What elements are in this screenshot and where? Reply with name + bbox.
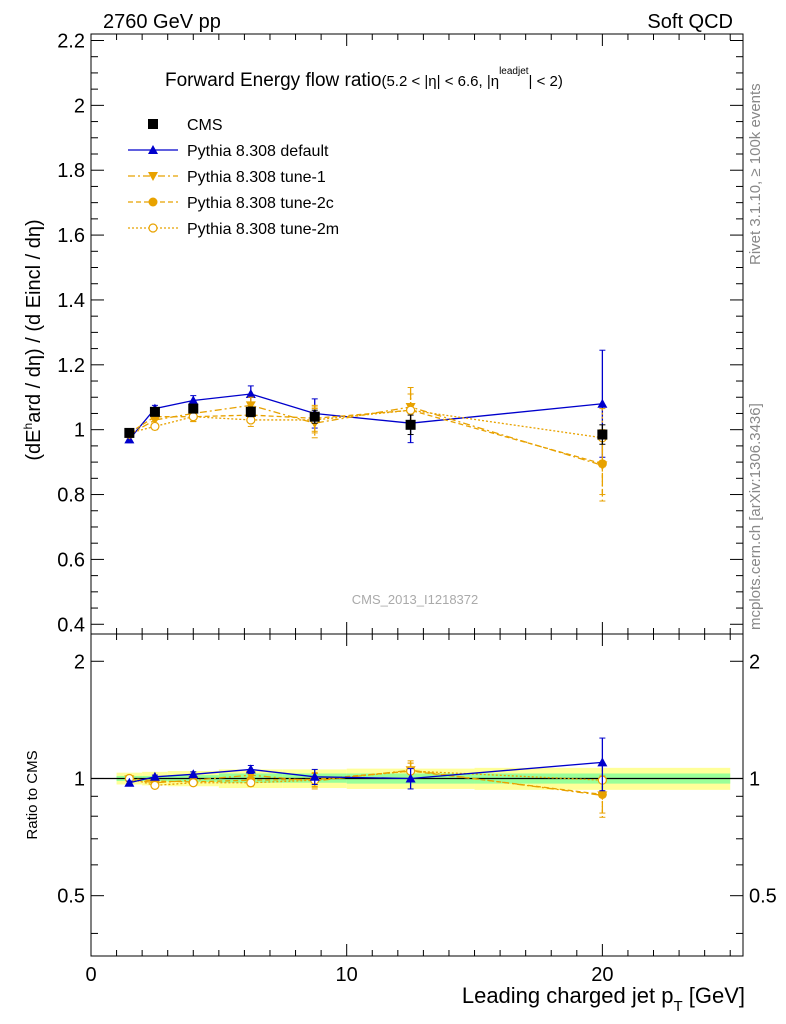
legend-item-pythia-8-308-default: Pythia 8.308 default [128, 143, 329, 160]
main-ytick-label: 2.2 [57, 30, 85, 52]
x-axis-label-main: Leading charged jet p [462, 983, 674, 1008]
main-point-pythia-8-308-tune-2m [406, 405, 416, 415]
main-ylabel-part-1: (dE [23, 429, 45, 460]
main-ytick-label: 0.4 [57, 614, 85, 636]
main-series-cms [124, 403, 608, 445]
ratio-point-pythia-8-308-default [405, 773, 416, 783]
main-point-pythia-8-308-default [245, 389, 256, 398]
legend-item-cms: CMS [148, 117, 223, 134]
legend-label: Pythia 8.308 tune-1 [187, 169, 326, 186]
x-axis-label-unit: [GeV] [683, 983, 745, 1008]
ratio-point-pythia-8-308-default [188, 769, 199, 779]
main-ylabel: (dEhard / dη) / (d Eincl / dη) [21, 219, 45, 460]
legend-item-pythia-8-308-tune-2m: Pythia 8.308 tune-2m [128, 221, 339, 238]
ratio-panel: 0.5 0.51 12 20 10 20 [57, 633, 777, 986]
ratio-series-pythia-8-308-default [124, 737, 608, 792]
main-ytick-label: 1.6 [57, 225, 85, 247]
main-ytick-label: 0.6 [57, 549, 85, 571]
header-right: Soft QCD [647, 11, 733, 33]
main-panel: 0.4 0.6 0.8 1 1.2 1.4 1.6 1.8 2 2.2 [57, 30, 744, 636]
legend-marker [148, 223, 158, 233]
legend-label: Pythia 8.308 default [187, 143, 329, 160]
ratio-ytick-label-left: 1 [74, 768, 85, 790]
main-ytick-label: 1.8 [57, 160, 85, 182]
main-title-sup: leadjet [499, 66, 529, 77]
main-point-cms [309, 411, 320, 422]
main-ytick-label: 1.2 [57, 355, 85, 377]
main-point-cms [245, 406, 256, 417]
main-title: Forward Energy flow ratio(5.2 < |η| < 6.… [165, 66, 563, 91]
main-point-cms [188, 403, 199, 414]
main-title-end: | < 2) [529, 73, 563, 90]
main-ytick-label: 2 [74, 95, 85, 117]
main-point-cms [149, 406, 160, 417]
main-point-cms [124, 427, 135, 438]
ratio-point-pythia-8-308-default [597, 757, 608, 767]
ratio-ytick-label-left: 0.5 [57, 886, 85, 908]
main-point-pythia-8-308-default [597, 398, 608, 408]
main-title-text: Forward Energy flow ratio [165, 70, 381, 91]
analysis-watermark: CMS_2013_I1218372 [352, 592, 479, 607]
ratio-frame [90, 633, 744, 957]
ratio-point-pythia-8-308-tune-2m [150, 780, 160, 790]
x-axis-label-sub: T [673, 998, 682, 1015]
ratio-xtick-label: 10 [336, 964, 358, 986]
mcplots-label: mcplots.cern.ch [arXiv:1306.3436] [747, 403, 764, 630]
legend-label: Pythia 8.308 tune-2m [187, 221, 339, 238]
legend-item-pythia-8-308-tune-1: Pythia 8.308 tune-1 [128, 169, 326, 186]
ratio-point-pythia-8-308-default [124, 777, 135, 787]
ratio-point-pythia-8-308-default [149, 771, 160, 781]
main-point-pythia-8-308-tune-1 [245, 401, 256, 411]
main-ytick-label: 1 [74, 420, 85, 442]
main-title-cut: (5.2 < |η| < 6.6, |η [381, 73, 499, 90]
ratio-point-pythia-8-308-default [245, 764, 256, 774]
legend-marker [148, 172, 158, 181]
main-point-cms [597, 429, 608, 440]
main-ytick-label: 0.8 [57, 485, 85, 507]
rivet-label: Rivet 3.1.10, ≥ 100k events [747, 83, 764, 265]
legend-marker [148, 119, 158, 129]
ratio-ytick-label-right: 1 [749, 768, 760, 790]
ratio-xtick-label: 0 [85, 964, 96, 986]
ratio-xtick-label: 20 [591, 964, 613, 986]
ratio-ytick-label-right: 2 [749, 651, 760, 673]
main-point-pythia-8-308-tune-2m [150, 421, 160, 432]
header-left: 2760 GeV pp [103, 11, 221, 33]
legend-marker [148, 197, 158, 207]
main-ylabel-part-2: ard / dη) / (d Eincl / dη) [23, 219, 45, 422]
legend-marker [148, 145, 158, 154]
main-point-pythia-8-308-default [188, 395, 199, 405]
ratio-point-pythia-8-308-default [309, 771, 320, 781]
x-axis-label: Leading charged jet pT [GeV] [462, 983, 745, 1015]
main-point-pythia-8-308-tune-2m [188, 412, 198, 422]
main-point-pythia-8-308-tune-2c [597, 459, 607, 469]
ratio-ylabel: Ratio to CMS [24, 750, 41, 839]
main-ytick-label: 1.4 [57, 290, 85, 312]
ratio-point-pythia-8-308-tune-2m [188, 778, 198, 788]
ratio-point-pythia-8-308-tune-2m [246, 778, 256, 788]
ratio-ytick-label-left: 2 [74, 651, 85, 673]
legend-label: Pythia 8.308 tune-2c [187, 195, 334, 212]
legend-item-pythia-8-308-tune-2c: Pythia 8.308 tune-2c [128, 195, 334, 212]
main-ylabel-sup: h [21, 423, 35, 430]
main-point-cms [405, 419, 416, 430]
ratio-ytick-label-right: 0.5 [749, 886, 777, 908]
legend: CMS Pythia 8.308 default Pythia 8.308 tune… [128, 117, 339, 238]
legend-label: CMS [187, 117, 223, 134]
